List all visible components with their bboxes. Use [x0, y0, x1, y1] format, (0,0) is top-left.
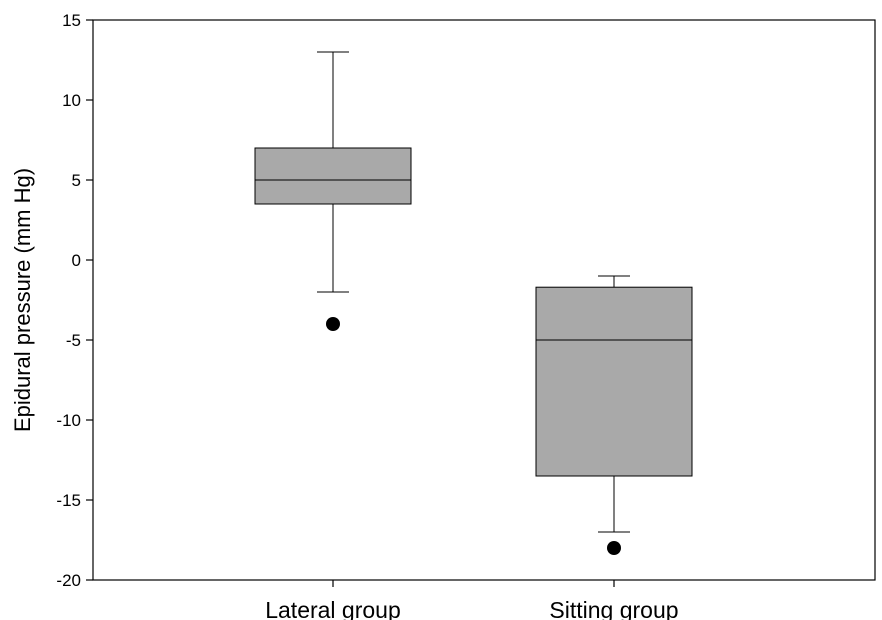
y-tick-label: -15 [56, 491, 81, 510]
y-tick-label: 15 [62, 11, 81, 30]
y-tick-label: 0 [72, 251, 81, 270]
outlier-point [326, 317, 340, 331]
y-axis-label: Epidural pressure (mm Hg) [10, 168, 35, 432]
box-1 [254, 51, 412, 331]
y-tick-label: -5 [66, 331, 81, 350]
y-tick-label: -20 [56, 571, 81, 590]
x-category-label: Sitting group [549, 597, 678, 620]
x-category-label: Lateral group [265, 597, 401, 620]
x-axis-categories: Lateral group Sitting group [265, 580, 679, 620]
y-tick-label: 5 [72, 171, 81, 190]
outlier-point [607, 541, 621, 555]
box-iqr [535, 286, 693, 477]
box-2 [535, 275, 693, 555]
y-tick-label: -10 [56, 411, 81, 430]
y-tick-label: 10 [62, 91, 81, 110]
plot-frame [92, 19, 876, 581]
box-iqr [254, 147, 412, 205]
box-series [254, 51, 693, 555]
y-axis-ticks: 15 10 5 0 -5 -10 -15 -20 [56, 11, 93, 590]
